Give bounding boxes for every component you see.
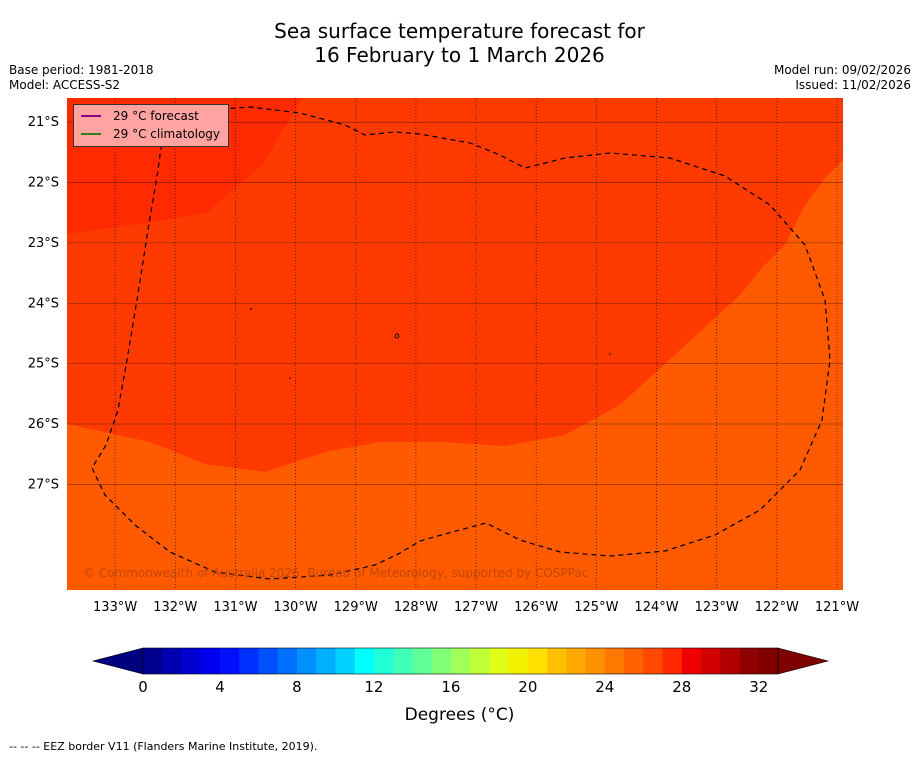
colorbar-cell <box>412 648 432 674</box>
colorbar-cell <box>470 648 490 674</box>
colorbar-cell <box>701 648 721 674</box>
colorbar-cell <box>296 648 317 674</box>
colorbar-outline <box>142 647 779 675</box>
chart-title: Sea surface temperature forecast for 16 … <box>0 19 919 67</box>
graticule <box>67 98 843 590</box>
sst-zone-29-30 <box>67 98 843 472</box>
lon-tick-label: 129°W <box>334 600 378 615</box>
issued-date: Issued: 11/02/2026 <box>795 78 911 92</box>
colorbar-cell <box>239 648 259 674</box>
copyright-watermark: © Commonwealth of Australia 2026, Bureau… <box>83 566 588 580</box>
legend-forecast: 29 °C forecast <box>81 107 199 125</box>
lat-tick-label: 25°S <box>28 357 59 372</box>
lat-tick-label: 21°S <box>28 115 59 130</box>
colorbar-cell <box>662 648 683 674</box>
colorbar-cell <box>277 648 298 674</box>
lon-tick-label: 128°W <box>394 600 438 615</box>
colorbar-tick-label: 4 <box>215 678 225 696</box>
colorbar-cell <box>450 648 471 674</box>
colorbar-cell <box>585 648 606 674</box>
colorbar-cell <box>624 648 644 674</box>
lat-tick-label: 26°S <box>28 417 59 432</box>
model-name: Model: ACCESS-S2 <box>9 78 121 92</box>
colorbar-tick-label: 0 <box>138 678 148 696</box>
legend-climatology: 29 °C climatology <box>81 125 220 143</box>
colorbar: 0 4 8 12 16 20 24 28 32 <box>91 647 830 696</box>
sst-zone-bottom <box>67 560 400 590</box>
colorbar-tick-label: 16 <box>441 678 460 696</box>
colorbar-cell <box>200 648 221 674</box>
colorbar-tick-label: 12 <box>364 678 383 696</box>
lon-tick-label: 125°W <box>574 600 618 615</box>
colorbar-cell <box>354 648 375 674</box>
eez-footnote: -- -- -- EEZ border V11 (Flanders Marine… <box>9 740 318 753</box>
colorbar-ticks: 0 4 8 12 16 20 24 28 32 <box>138 678 768 696</box>
base-period: Base period: 1981-2018 <box>9 63 154 77</box>
lat-tick-label: 24°S <box>28 296 59 311</box>
sst-zone-28-29-east <box>740 160 843 295</box>
colorbar-cell <box>720 648 740 674</box>
lon-tick-label: 126°W <box>514 600 558 615</box>
colorbar-cell <box>739 648 760 674</box>
colorbar-cell <box>373 648 394 674</box>
lat-tick-label: 27°S <box>28 477 59 492</box>
island-oeno <box>609 353 611 355</box>
lon-tick-label: 123°W <box>695 600 739 615</box>
colorbar-cell <box>219 648 240 674</box>
lon-tick-label: 132°W <box>153 600 197 615</box>
colorbar-under-extend <box>91 647 144 675</box>
legend-forecast-label: 29 °C forecast <box>113 109 199 123</box>
colorbar-tick-label: 24 <box>595 678 614 696</box>
colorbar-label: Degrees (°C) <box>404 705 515 725</box>
colorbar-cell <box>431 648 452 674</box>
island-pitcairn <box>394 333 400 339</box>
colorbar-cell <box>643 648 663 674</box>
colorbar-cell <box>566 648 586 674</box>
colorbar-tick-label: 32 <box>749 678 768 696</box>
colorbar-cell <box>681 648 702 674</box>
colorbar-tick-label: 20 <box>518 678 537 696</box>
colorbar-over-extend <box>777 647 830 675</box>
lon-tick-label: 127°W <box>454 600 498 615</box>
forecast-line-swatch <box>81 115 101 117</box>
colorbar-cell <box>393 648 413 674</box>
model-run: Model run: 09/02/2026 <box>773 63 911 77</box>
lat-tick-label: 22°S <box>28 176 59 191</box>
colorbar-cell <box>604 648 625 674</box>
colorbar-cell <box>508 648 529 674</box>
colorbar-cell <box>162 648 182 674</box>
island-henderson <box>289 377 291 379</box>
colorbar-cell <box>143 648 163 674</box>
island-ducie <box>250 308 252 310</box>
lon-tick-label: 121°W <box>815 600 859 615</box>
colorbar-cell <box>758 648 779 674</box>
meta-right: Model run: 09/02/2026 Issued: 11/02/2026 <box>774 63 911 93</box>
lon-tick-label: 124°W <box>634 600 678 615</box>
lon-tick-label: 131°W <box>213 600 257 615</box>
longitude-labels: 133°W 132°W 131°W 130°W 129°W 128°W 127°W 126°W… <box>93 600 859 615</box>
colorbar-cell <box>547 648 567 674</box>
colorbar-tick-label: 28 <box>672 678 691 696</box>
colorbar-cell <box>527 648 548 674</box>
colorbar-cell <box>335 648 355 674</box>
colorbar-cell <box>316 648 336 674</box>
colorbar-cell <box>258 648 278 674</box>
lat-tick-label: 23°S <box>28 236 59 251</box>
colorbar-tick-label: 8 <box>292 678 302 696</box>
colorbar-cells <box>91 647 830 675</box>
latitude-labels: 21°S 22°S 23°S 24°S 25°S 26°S 27°S <box>28 115 59 492</box>
legend-climatology-label: 29 °C climatology <box>113 127 221 141</box>
title-line-1: Sea surface temperature forecast for <box>274 19 645 43</box>
title-line-2: 16 February to 1 March 2026 <box>314 43 605 67</box>
map-legend: 29 °C forecast 29 °C climatology <box>73 104 229 147</box>
colorbar-cell <box>489 648 509 674</box>
lon-tick-label: 130°W <box>274 600 318 615</box>
lon-tick-label: 133°W <box>93 600 137 615</box>
colorbar-cell <box>181 648 202 674</box>
climatology-line-swatch <box>81 133 101 135</box>
lon-tick-label: 122°W <box>755 600 799 615</box>
meta-left: Base period: 1981-2018 Model: ACCESS-S2 <box>9 63 154 93</box>
eez-border <box>91 106 831 580</box>
